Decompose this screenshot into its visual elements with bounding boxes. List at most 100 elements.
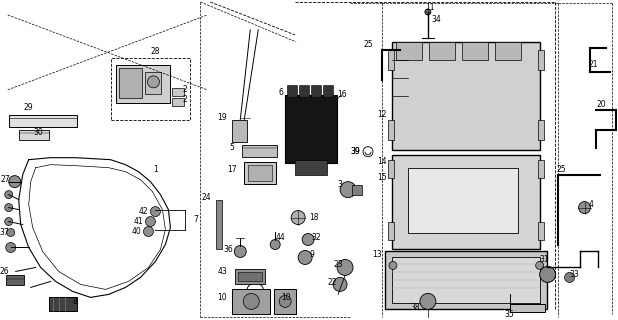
Text: 13: 13 [372,250,382,259]
Text: 32: 32 [311,233,321,242]
Circle shape [302,234,314,245]
Circle shape [333,277,347,292]
Text: 43: 43 [218,267,227,276]
Circle shape [234,245,246,258]
Bar [145,72,161,94]
Text: 4: 4 [589,200,594,209]
Bar [392,155,540,250]
Bar [244,162,276,184]
Text: 33: 33 [570,270,580,279]
Bar [462,42,488,60]
Text: 8: 8 [72,297,77,306]
Circle shape [578,202,591,213]
Bar [9,115,77,127]
Text: 38: 38 [410,303,420,312]
Text: 10: 10 [218,293,227,302]
Text: 41: 41 [133,217,143,226]
Circle shape [279,295,291,308]
Text: 21: 21 [589,60,598,69]
Text: 2: 2 [182,95,187,104]
Bar [538,120,544,140]
Text: 1: 1 [153,165,158,174]
Circle shape [298,251,312,264]
Circle shape [540,267,556,283]
Bar [111,58,190,120]
Circle shape [143,227,153,236]
Bar [242,145,277,157]
Bar [295,160,327,175]
Text: 20: 20 [597,100,606,109]
Bar [396,42,422,60]
Bar [6,276,23,285]
Text: 25: 25 [363,40,373,49]
Circle shape [7,228,15,236]
Bar [119,68,143,98]
Bar [388,160,394,178]
Bar [248,165,272,180]
Bar [510,304,544,312]
Text: 40: 40 [132,227,142,236]
Text: 44: 44 [275,233,285,242]
Text: 36: 36 [224,245,233,254]
Circle shape [270,239,280,250]
Bar [285,95,337,163]
Circle shape [9,176,21,188]
Circle shape [389,261,397,269]
Circle shape [145,217,156,227]
Bar [538,50,544,70]
Bar [235,269,265,284]
Bar [388,221,394,239]
Circle shape [291,211,305,225]
Bar [274,289,296,314]
Bar [239,272,262,281]
Circle shape [337,260,353,276]
Bar [287,85,297,97]
Text: 39: 39 [350,147,360,156]
Circle shape [5,218,13,226]
Bar [49,297,77,311]
Text: 39: 39 [350,147,360,156]
Text: 28: 28 [151,47,160,56]
Bar [352,185,362,195]
Bar [388,120,394,140]
Circle shape [150,207,161,217]
Bar [392,42,540,150]
Text: 24: 24 [201,193,211,202]
Text: 7: 7 [193,215,198,224]
Bar [232,289,270,314]
Text: 37: 37 [0,228,10,237]
Circle shape [340,182,356,197]
Text: 9: 9 [310,250,315,259]
Text: 23: 23 [333,260,343,269]
Text: 42: 42 [138,207,148,216]
Bar [299,85,309,97]
Text: 18: 18 [310,213,319,222]
Text: 19: 19 [218,113,227,122]
Text: 35: 35 [505,310,515,319]
Bar [538,221,544,239]
Text: 3: 3 [337,180,342,189]
Text: 6: 6 [279,88,284,97]
Bar [392,258,540,303]
Circle shape [565,272,575,283]
Text: 25: 25 [557,165,567,174]
Bar [323,85,333,97]
Bar [172,98,184,106]
Circle shape [243,293,259,309]
Text: 31: 31 [540,255,549,264]
Bar [538,160,544,178]
Circle shape [420,293,436,309]
Bar [495,42,521,60]
Text: 22: 22 [328,278,337,287]
Bar [19,130,49,140]
Text: 14: 14 [377,157,387,166]
Circle shape [5,204,13,212]
Text: 15: 15 [377,173,387,182]
Text: 11: 11 [425,4,434,12]
Text: 5: 5 [230,143,235,152]
Bar [385,252,547,309]
Bar [311,85,321,97]
Bar [388,50,394,70]
Text: 26: 26 [0,267,9,276]
Text: 29: 29 [24,103,33,112]
